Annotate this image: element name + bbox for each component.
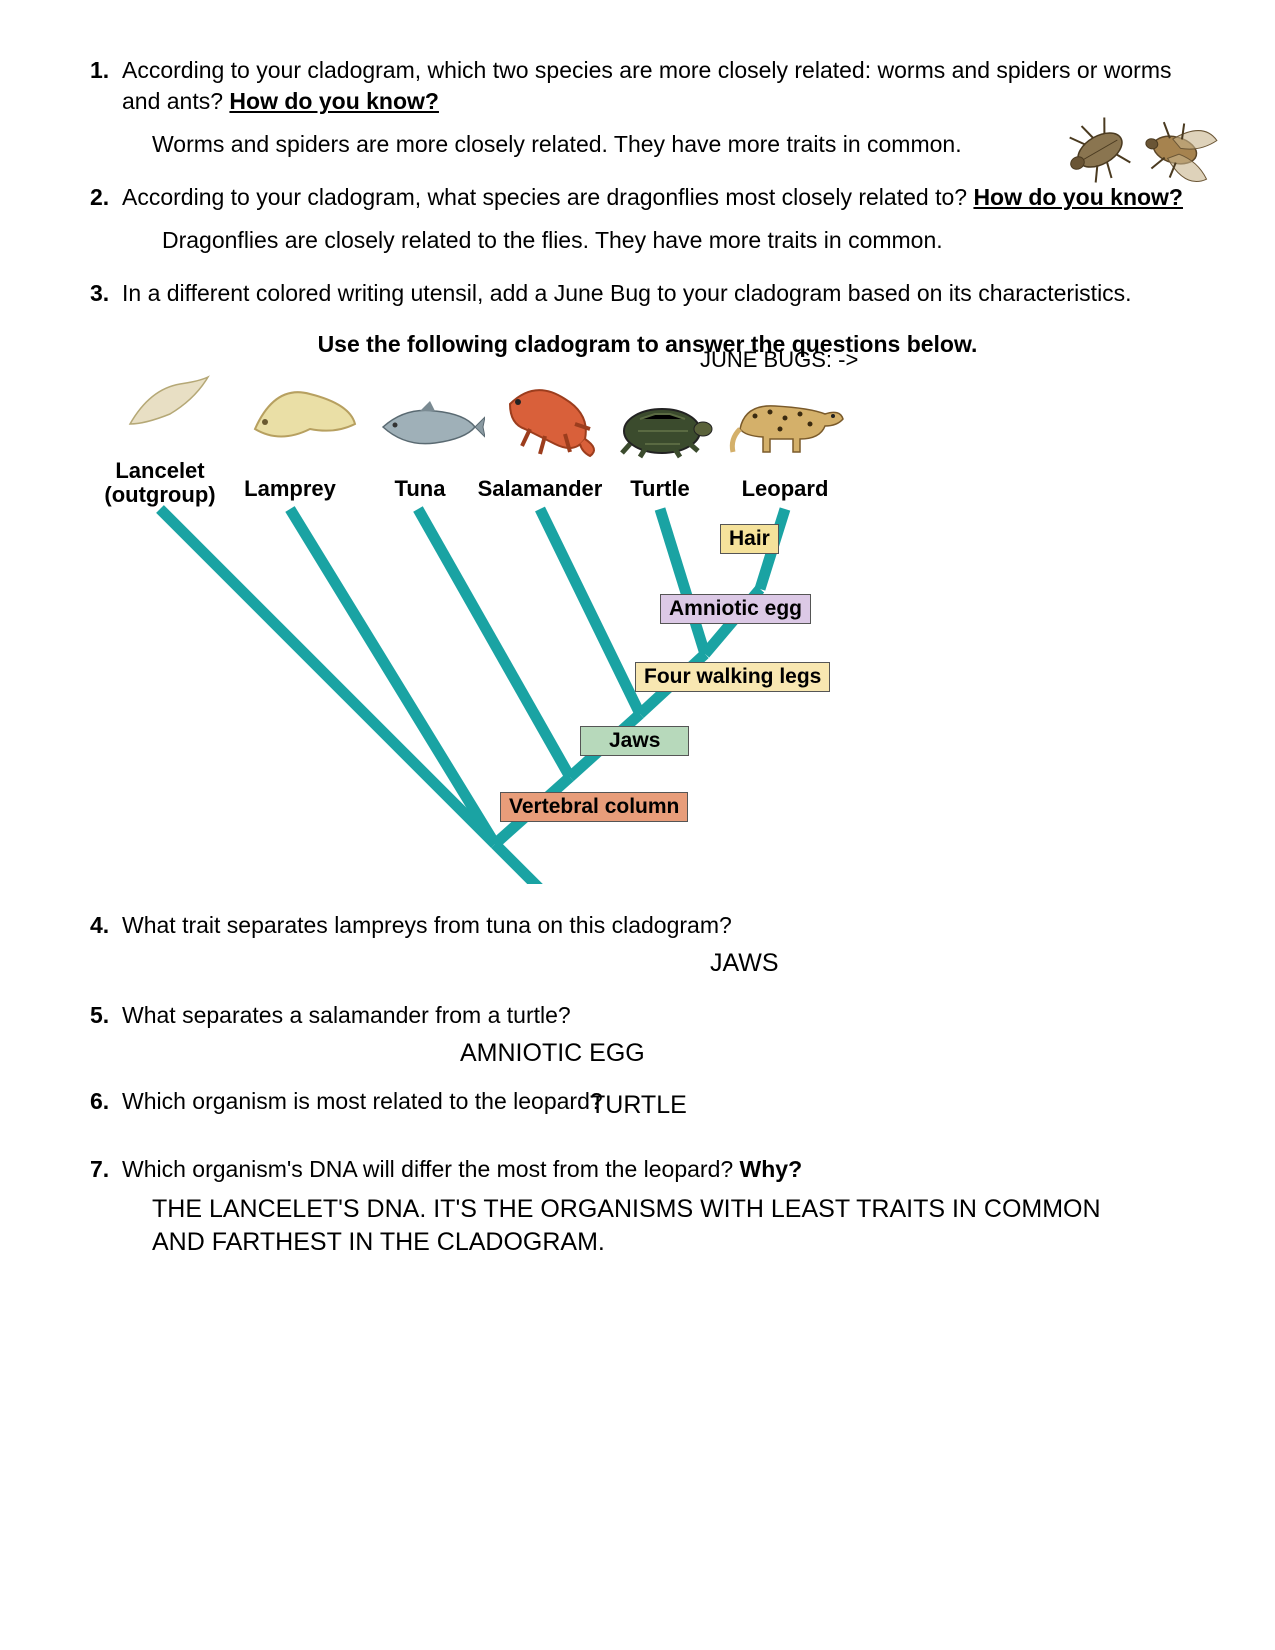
q1-text: According to your cladogram, which two s… — [122, 55, 1205, 117]
q4-number: 4. — [90, 910, 122, 941]
q7-text: Which organism's DNA will differ the mos… — [122, 1154, 1205, 1185]
q5-text: What separates a salamander from a turtl… — [122, 1000, 1205, 1031]
q4-text: What trait separates lampreys from tuna … — [122, 910, 1205, 941]
cladogram-tree-lines — [100, 364, 860, 884]
trait-hair: Hair — [720, 524, 779, 554]
q2-answer: Dragonflies are closely related to the f… — [162, 227, 1205, 254]
trait-jaws: Jaws — [580, 726, 689, 756]
question-7: 7. Which organism's DNA will differ the … — [90, 1154, 1205, 1185]
trait-amniotic-egg: Amniotic egg — [660, 594, 811, 624]
q7-why: Why? — [740, 1156, 803, 1182]
question-2: 2. According to your cladogram, what spe… — [90, 182, 1205, 213]
cladogram-instruction: Use the following cladogram to answer th… — [90, 331, 1205, 358]
q5-answer: AMNIOTIC EGG — [460, 1039, 1205, 1068]
q7-text-a: Which organism's DNA will differ the mos… — [122, 1156, 740, 1182]
junebug-illustration — [1065, 100, 1225, 215]
q1-answer: Worms and spiders are more closely relat… — [152, 131, 1205, 158]
q5-number: 5. — [90, 1000, 122, 1031]
q1-emphasis: How do you know? — [229, 88, 439, 114]
q2-text: According to your cladogram, what specie… — [122, 182, 1205, 213]
question-4: 4. What trait separates lampreys from tu… — [90, 910, 1205, 941]
q4-answer: JAWS — [710, 949, 1205, 978]
trait-four-legs: Four walking legs — [635, 662, 830, 692]
q6-number: 6. — [90, 1086, 122, 1117]
q2-text-a: According to your cladogram, what specie… — [122, 184, 973, 210]
q7-answer: THE LANCELET'S DNA. IT'S THE ORGANISMS W… — [152, 1193, 1132, 1258]
cladogram-diagram: Lancelet (outgroup) Lamprey Tuna Salaman… — [100, 364, 860, 884]
q1-number: 1. — [90, 55, 122, 117]
q3-number: 3. — [90, 278, 122, 309]
question-1: 1. According to your cladogram, which tw… — [90, 55, 1205, 117]
question-5: 5. What separates a salamander from a tu… — [90, 1000, 1205, 1031]
trait-vertebral-column: Vertebral column — [500, 792, 688, 822]
question-3: 3. In a different colored writing utensi… — [90, 278, 1205, 309]
bugs-icon — [1065, 100, 1225, 210]
q7-number: 7. — [90, 1154, 122, 1185]
q2-number: 2. — [90, 182, 122, 213]
q3-text: In a different colored writing utensil, … — [122, 278, 1205, 309]
